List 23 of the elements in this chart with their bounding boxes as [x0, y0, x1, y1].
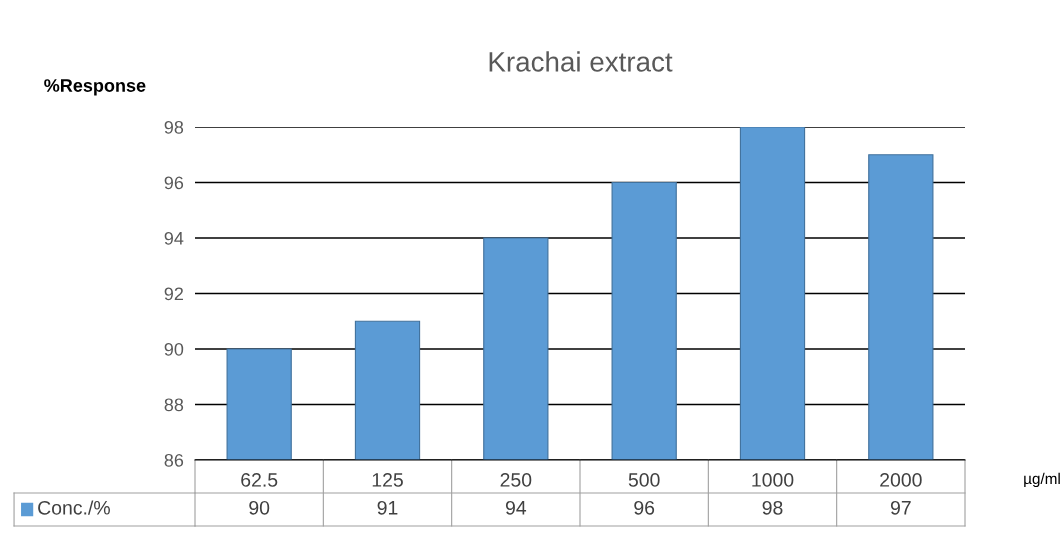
- x-tick-label: 250: [500, 473, 532, 487]
- data-label: 91: [377, 500, 398, 515]
- data-label: 96: [634, 500, 655, 515]
- data-label: 97: [890, 500, 911, 515]
- y-tick-label: 96: [164, 176, 184, 190]
- chart-title: Krachai extract: [489, 51, 673, 72]
- y-tick-label: 88: [164, 398, 184, 412]
- x-tick-label: 2000: [880, 473, 922, 487]
- y-tick-label: 98: [164, 120, 184, 134]
- y-tick-label: 86: [164, 453, 184, 467]
- legend-label: Conc./%: [38, 500, 110, 515]
- y-tick-label: 90: [164, 342, 184, 356]
- y-tick-label: 92: [164, 287, 183, 301]
- data-label: 98: [762, 500, 783, 515]
- data-label: 90: [249, 500, 270, 515]
- data-label: 94: [505, 500, 527, 515]
- x-tick-label: 1000: [752, 473, 794, 487]
- x-tick-label: 500: [628, 473, 660, 487]
- x-axis-title: µg/ml: [1024, 472, 1060, 488]
- y-axis-title: %Response: [44, 79, 146, 96]
- y-tick-label: 94: [164, 231, 184, 245]
- x-tick-label: 62.5: [241, 473, 278, 487]
- x-tick-label: 125: [372, 473, 403, 487]
